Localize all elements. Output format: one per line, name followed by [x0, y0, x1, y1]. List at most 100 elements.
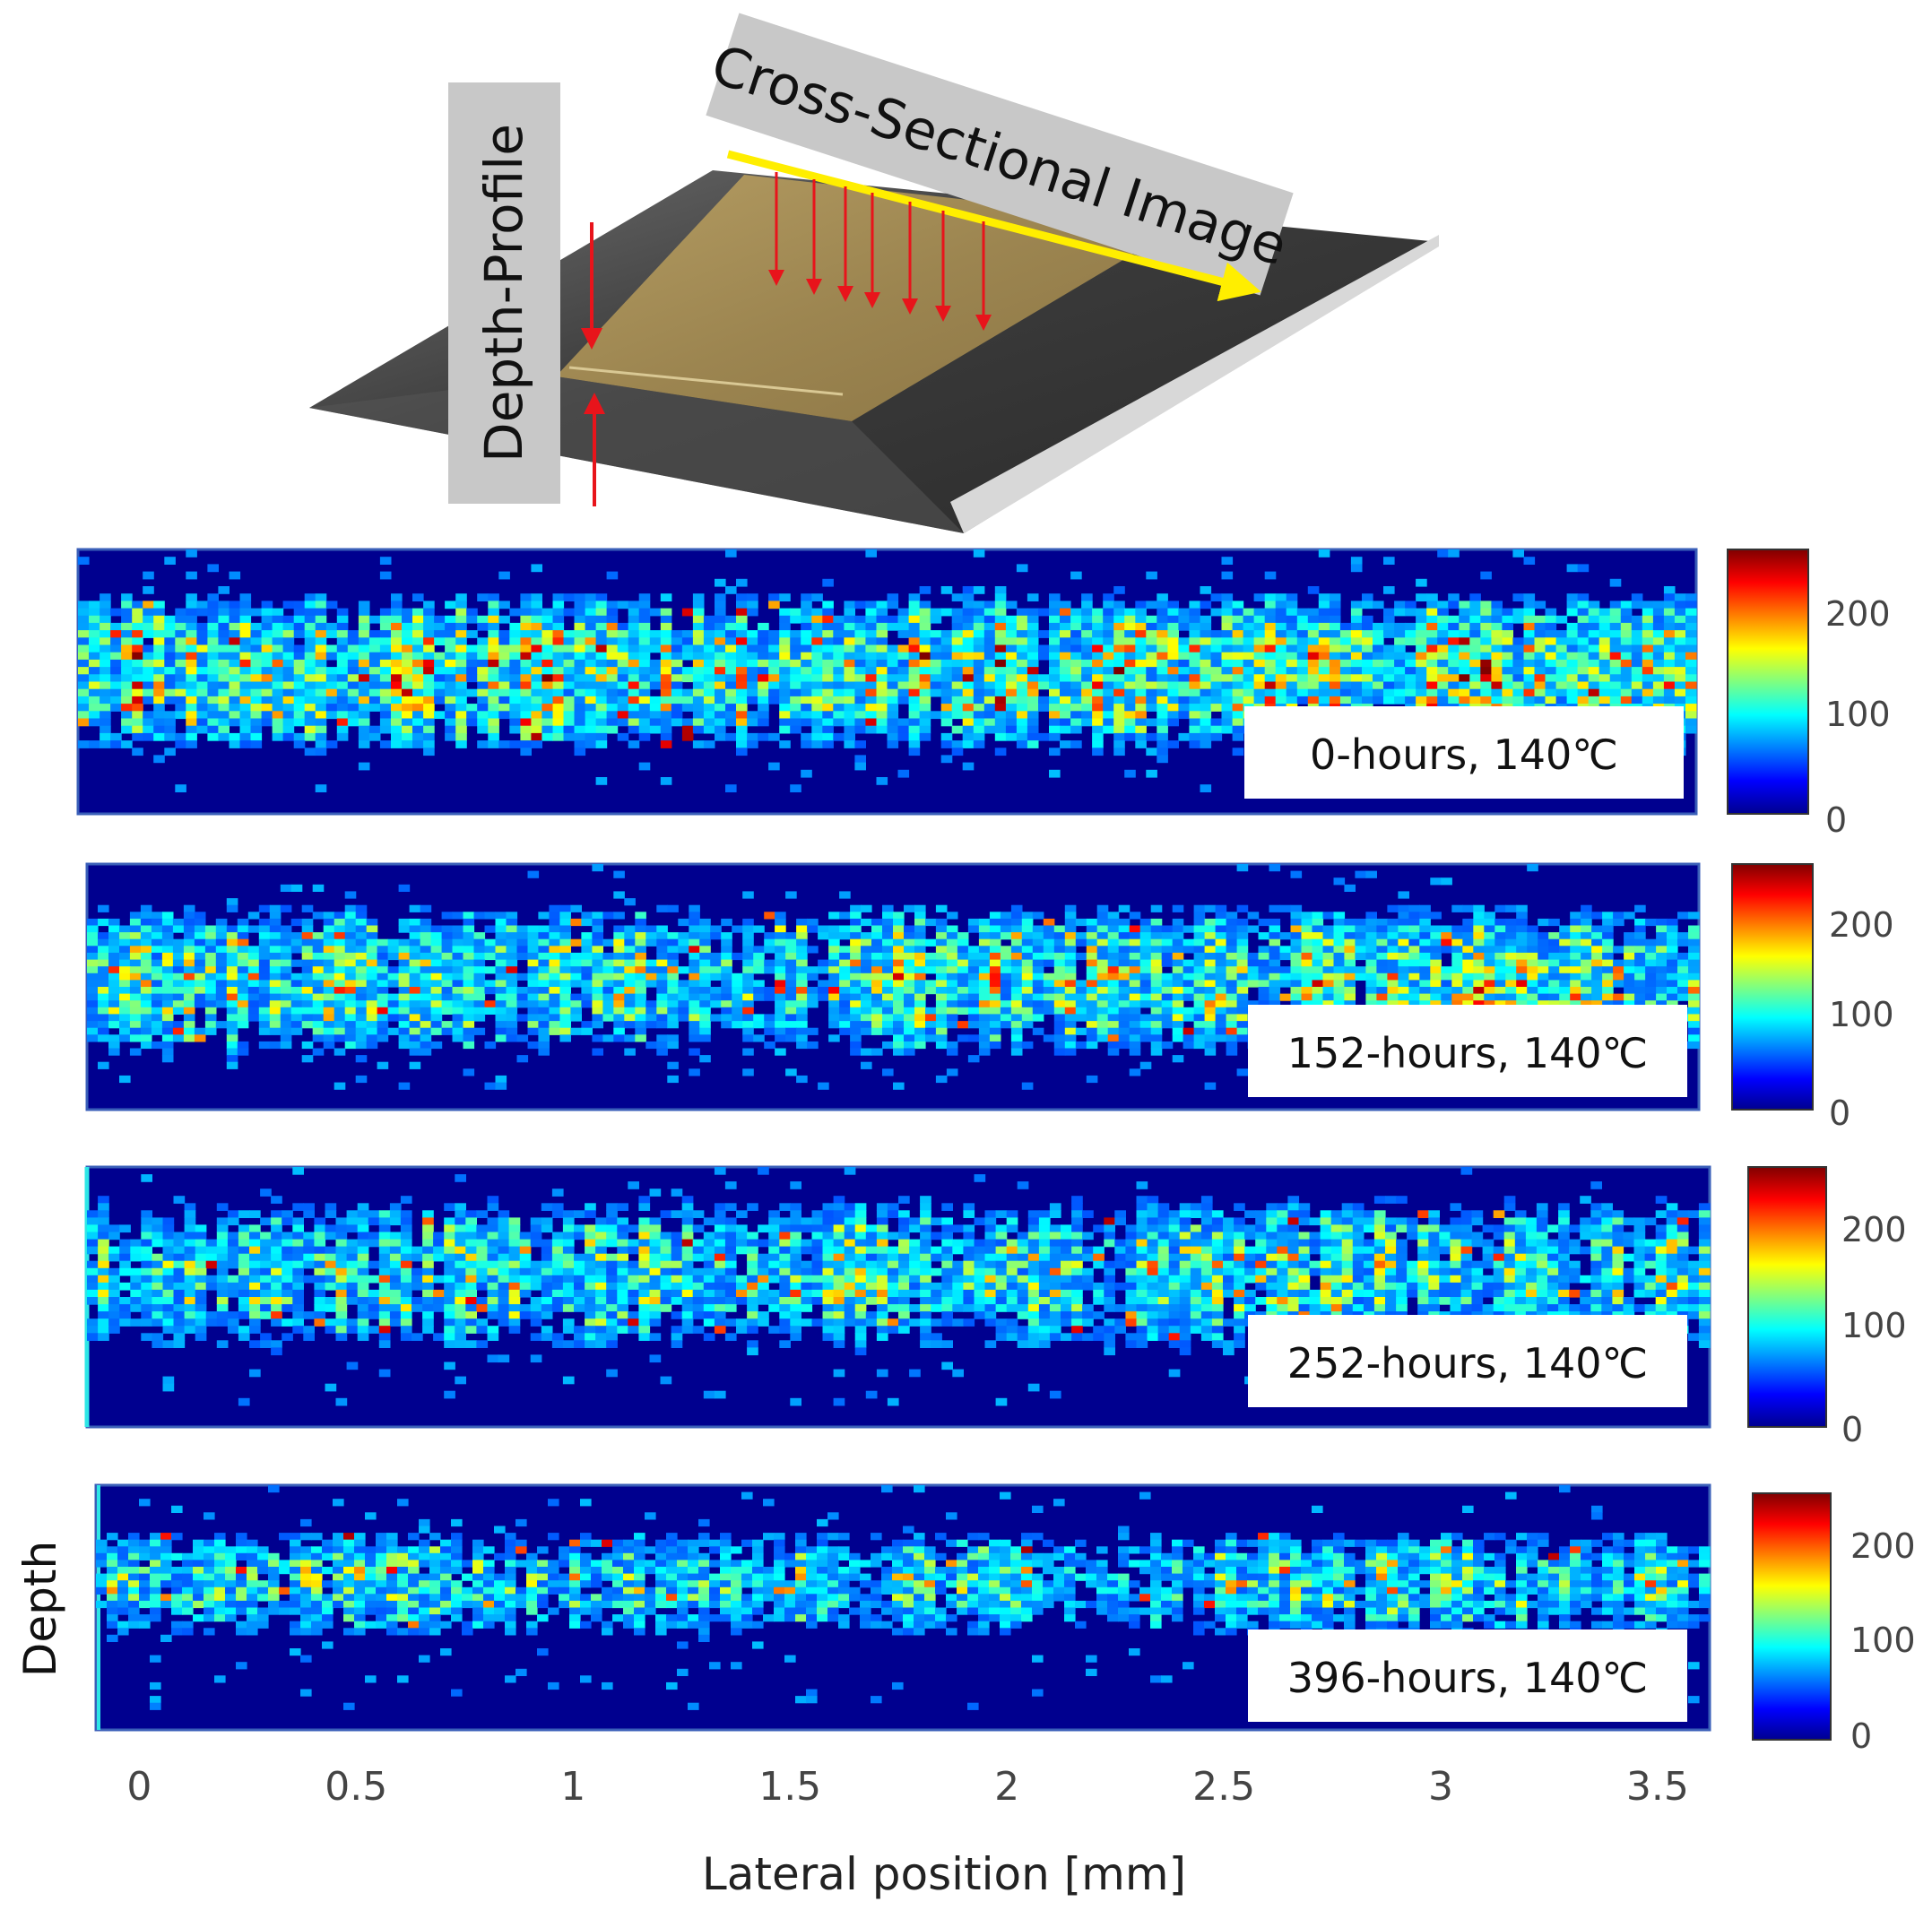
heatmap-cell: [175, 615, 186, 624]
heatmap-cell: [293, 704, 306, 712]
heatmap-cell: [379, 622, 392, 631]
heatmap-cell: [678, 946, 689, 954]
heatmap-cell: [1296, 696, 1309, 704]
heatmap-cell: [261, 688, 273, 697]
heatmap-cell: [764, 946, 775, 954]
heatmap-cell: [531, 667, 542, 675]
heatmap-cell: [1362, 652, 1373, 661]
heatmap-cell: [358, 644, 370, 653]
heatmap-cell: [1204, 959, 1217, 967]
heatmap-cell: [1333, 993, 1346, 1001]
heatmap-cell: [638, 696, 651, 704]
heatmap-cell: [1685, 659, 1697, 668]
heatmap-cell: [574, 637, 586, 646]
heatmap-cell: [1469, 652, 1481, 661]
heatmap-cell: [660, 659, 672, 668]
heatmap-cell: [387, 993, 400, 1001]
heatmap-cell: [839, 980, 851, 988]
heatmap-cell: [355, 946, 368, 954]
heatmap-cell: [132, 659, 143, 668]
heatmap-cell: [409, 1007, 421, 1015]
heatmap-cell: [1663, 608, 1676, 617]
heatmap-cell: [1387, 987, 1399, 995]
heatmap-cell: [247, 1014, 260, 1022]
heatmap-cell: [1092, 637, 1104, 646]
heatmap-cell: [151, 972, 163, 981]
heatmap-cell: [973, 732, 985, 741]
heatmap-cell: [506, 932, 518, 940]
heatmap-cell: [1344, 946, 1356, 954]
heatmap-cell: [1491, 644, 1503, 653]
heatmap-cell: [1494, 966, 1506, 974]
heatmap-cell: [1129, 987, 1141, 995]
heatmap-cell: [1663, 601, 1676, 609]
heatmap-cell: [692, 601, 705, 609]
heatmap-cell: [635, 918, 646, 927]
heatmap-cell: [420, 987, 432, 995]
heatmap-cell: [1232, 711, 1244, 720]
heatmap-cell: [678, 938, 689, 947]
heatmap-cell: [250, 674, 263, 683]
heatmap-cell: [204, 980, 217, 988]
heatmap-cell: [1588, 652, 1600, 661]
heatmap-cell: [1376, 987, 1388, 995]
heatmap-cell: [509, 622, 521, 631]
heatmap-cell: [1350, 637, 1363, 646]
heatmap-cell: [989, 993, 1001, 1001]
heatmap-cell: [1301, 959, 1313, 967]
heatmap-cell: [721, 946, 732, 954]
heatmap-cell: [477, 696, 489, 704]
heatmap-cell: [692, 630, 705, 638]
heatmap-cell: [344, 912, 357, 920]
heatmap-cell: [377, 959, 389, 967]
heatmap-cell: [1178, 615, 1190, 624]
heatmap-cell: [946, 1007, 958, 1015]
heatmap-cell: [272, 732, 284, 741]
heatmap-cell: [196, 696, 208, 704]
heatmap-cell: [692, 696, 705, 704]
heatmap-cell: [839, 966, 851, 974]
heatmap-cell: [1527, 972, 1538, 981]
heatmap-cell: [1103, 644, 1114, 653]
heatmap-cell: [280, 925, 292, 933]
heatmap-cell: [161, 938, 174, 947]
heatmap-cell: [656, 938, 668, 947]
heatmap-cell: [725, 718, 737, 727]
heatmap-cell: [1512, 608, 1524, 617]
heatmap-cell: [1301, 912, 1313, 920]
heatmap-cell: [692, 718, 705, 727]
heatmap-cell: [703, 659, 715, 668]
heatmap-cell: [304, 652, 316, 661]
heatmap-cell: [1086, 959, 1098, 967]
heatmap-cell: [1264, 622, 1277, 631]
heatmap-cell: [498, 711, 510, 720]
heatmap-cell: [110, 659, 122, 668]
heatmap-cell: [1318, 593, 1330, 601]
heatmap-cell: [994, 748, 1007, 756]
heatmap-cell: [1253, 659, 1266, 668]
heatmap-cell: [541, 711, 553, 720]
heatmap-cell: [624, 959, 636, 967]
heatmap-cell: [520, 681, 532, 690]
heatmap-cell: [1598, 674, 1611, 683]
heatmap-cell: [753, 993, 765, 1001]
heatmap-cell: [844, 681, 855, 690]
heatmap-cell: [742, 966, 754, 974]
heatmap-cell: [1081, 659, 1093, 668]
heatmap-cell: [1688, 1007, 1700, 1015]
heatmap-cell: [1566, 674, 1579, 683]
heatmap-cell: [1200, 696, 1212, 704]
heatmap-cell: [1462, 972, 1474, 981]
heatmap-cell: [628, 601, 640, 609]
heatmap-cell: [1215, 938, 1227, 947]
heatmap-cell: [656, 993, 668, 1001]
heatmap-cell: [865, 681, 877, 690]
heatmap-cell: [807, 925, 819, 933]
heatmap-cell: [1286, 667, 1298, 675]
heatmap-cell: [1118, 980, 1131, 988]
heatmap-cell: [1534, 659, 1546, 668]
heatmap-cell: [1419, 925, 1431, 933]
heatmap-cell: [247, 925, 260, 933]
heatmap-cell: [272, 637, 284, 646]
heatmap-cell: [100, 601, 111, 609]
